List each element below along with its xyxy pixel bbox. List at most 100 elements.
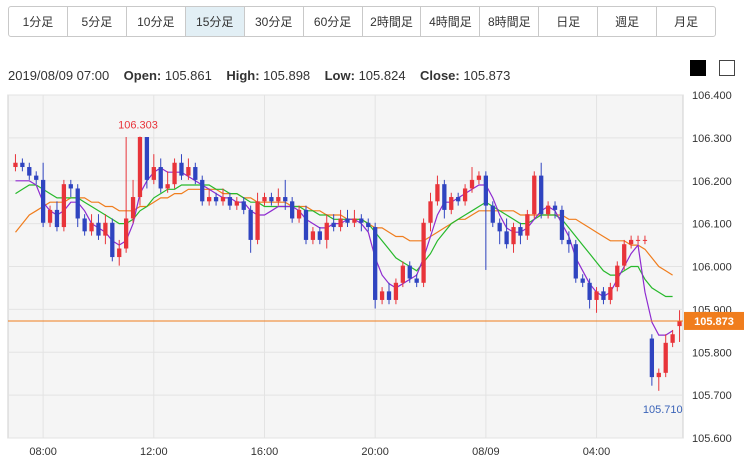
- candle-body: [483, 175, 488, 206]
- candle-body: [414, 278, 419, 283]
- candle-body: [518, 227, 523, 236]
- candle-body: [296, 209, 302, 219]
- candle-body: [40, 179, 46, 223]
- x-tick-label: 04:00: [583, 446, 611, 458]
- candle-body: [130, 197, 136, 219]
- candle-body: [47, 209, 53, 223]
- candle-body: [670, 334, 675, 343]
- candle-body: [663, 342, 668, 373]
- candle-body: [345, 218, 350, 223]
- candle-body: [137, 137, 143, 198]
- candle-body: [123, 218, 129, 249]
- candle-body: [151, 167, 156, 180]
- candle-body: [27, 167, 32, 176]
- candle-body: [497, 222, 502, 232]
- timeframe-tab-5[interactable]: 60分足: [304, 7, 363, 36]
- candle-body: [75, 188, 80, 219]
- candle-body: [476, 175, 482, 180]
- timeframe-tab-2[interactable]: 10分足: [127, 7, 186, 36]
- candle-body: [642, 239, 648, 241]
- candle-body: [255, 201, 260, 240]
- y-tick-label: 105.800: [692, 347, 732, 359]
- candle-body: [559, 209, 565, 240]
- timeframe-tab-8[interactable]: 8時間足: [480, 7, 540, 36]
- ohlc-close-label: Close:: [420, 68, 460, 83]
- candle-body: [82, 218, 87, 232]
- ohlc-close-value: 105.873: [463, 68, 511, 83]
- dark-theme-icon[interactable]: [690, 60, 706, 76]
- timeframe-tab-11[interactable]: 月足: [674, 15, 699, 29]
- candle-body: [117, 248, 122, 258]
- candle-body: [580, 278, 585, 283]
- ohlc-open-label: Open:: [123, 68, 162, 83]
- candle-body: [400, 265, 405, 283]
- ohlc-open-value: 105.861: [164, 68, 212, 83]
- candle-body: [269, 197, 274, 202]
- timeframe-tab-6[interactable]: 2時間足: [363, 7, 422, 36]
- x-tick-label: 16:00: [251, 446, 279, 458]
- candle-body: [435, 184, 440, 202]
- ohlc-info: 2019/08/09 07:00 Open: 105.861 High: 105…: [8, 68, 510, 83]
- candle-body: [545, 205, 551, 215]
- candle-body: [677, 320, 682, 327]
- ohlc-low-label: Low:: [324, 68, 355, 83]
- candle-body: [220, 197, 226, 202]
- timeframe-tab-9[interactable]: 日足: [539, 7, 599, 36]
- candle-body: [13, 162, 18, 168]
- y-tick-label: 106.400: [692, 90, 732, 102]
- timeframe-tab-7[interactable]: 4時間足: [421, 7, 481, 36]
- candle-body: [407, 265, 412, 279]
- candle-body: [303, 209, 309, 240]
- candle-body: [366, 222, 371, 228]
- candle-body: [186, 167, 191, 176]
- candle-body: [248, 209, 253, 240]
- timeframe-tab-10[interactable]: 週足: [598, 7, 658, 36]
- light-theme-icon[interactable]: [719, 60, 735, 76]
- candle-body: [241, 201, 246, 210]
- candle-body: [552, 205, 558, 210]
- candle-body: [172, 162, 177, 185]
- candle-body: [532, 175, 537, 215]
- candle-body: [386, 291, 392, 300]
- candle-body: [359, 218, 364, 223]
- candle-body: [144, 137, 150, 180]
- candle-body: [352, 218, 357, 223]
- candle-body: [469, 179, 475, 189]
- current-price-label: 105.873: [694, 316, 734, 328]
- y-tick-label: 106.200: [692, 176, 732, 188]
- price-chart[interactable]: 106.400106.300106.200106.100106.000105.9…: [0, 85, 752, 467]
- y-tick-label: 105.700: [692, 390, 732, 402]
- timeframe-tab-3[interactable]: 15分足: [185, 7, 245, 36]
- candle-body: [110, 222, 115, 258]
- candle-body: [207, 197, 212, 202]
- x-tick-label: 08/09: [472, 446, 500, 458]
- candle-body: [317, 231, 322, 240]
- candle-body: [68, 184, 73, 189]
- candle-body: [262, 197, 267, 202]
- candle-body: [331, 222, 336, 228]
- ohlc-high-value: 105.898: [263, 68, 311, 83]
- candle-body: [158, 167, 163, 189]
- candle-body: [615, 265, 620, 288]
- y-tick-label: 106.300: [692, 133, 732, 145]
- candle-body: [34, 175, 39, 180]
- candle-body: [566, 239, 572, 245]
- candle-body: [539, 175, 544, 215]
- candle-body: [324, 222, 329, 240]
- candle-body: [504, 231, 509, 245]
- candle-body: [428, 201, 433, 223]
- timeframe-tab-0[interactable]: 1分足: [9, 7, 68, 36]
- timeframe-tab-4[interactable]: 30分足: [245, 7, 304, 36]
- x-tick-label: 08:00: [29, 446, 57, 458]
- y-tick-label: 106.100: [692, 219, 732, 231]
- current-price-tag: [684, 311, 744, 330]
- candle-body: [442, 184, 447, 210]
- timeframe-tabs: 1分足 5分足 10分足 15分足 30分足 60分足 2時間足 4時間足 8時間足 日足 週足 月足: [8, 6, 716, 37]
- ohlc-high-label: High:: [226, 68, 260, 83]
- candle-body: [283, 197, 288, 202]
- candle-body: [290, 201, 295, 219]
- candle-body: [608, 287, 613, 300]
- timeframe-tab-1[interactable]: 5分足: [68, 7, 127, 36]
- y-tick-label: 106.000: [692, 262, 732, 274]
- candle-body: [96, 222, 101, 236]
